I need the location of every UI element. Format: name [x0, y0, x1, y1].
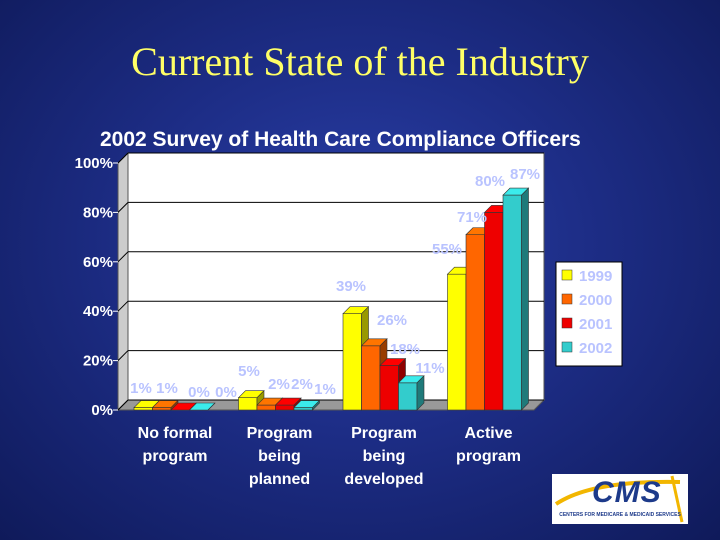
bar-side [416, 375, 425, 411]
y-tick-label: 40% [83, 303, 113, 320]
bar [398, 382, 418, 411]
chart-title: 2002 Survey of Health Care Compliance Of… [100, 128, 581, 151]
legend-label: 1999 [579, 268, 612, 285]
logo-swoosh-icon [554, 475, 684, 523]
data-label: 0% [188, 384, 210, 401]
gridline-side [117, 350, 129, 361]
data-label: 5% [238, 363, 260, 380]
category-label: being [258, 448, 301, 465]
bar [484, 212, 504, 411]
bar [379, 365, 399, 411]
data-label: 1% [130, 380, 152, 397]
category-label: program [456, 448, 521, 465]
bar [361, 345, 381, 411]
data-label: 2% [268, 376, 290, 393]
data-label: 71% [457, 209, 487, 226]
bar [256, 404, 276, 411]
category-label: Program [247, 425, 313, 442]
y-tick-label: 20% [83, 353, 113, 370]
bar [447, 273, 467, 411]
data-label: 11% [415, 360, 444, 377]
bar-side [312, 399, 320, 411]
gridline-side [117, 202, 129, 213]
legend-swatch [561, 269, 573, 281]
data-label: 0% [215, 384, 237, 401]
data-label: 1% [314, 381, 336, 398]
category-label: planned [249, 471, 310, 488]
gridline-side [117, 399, 129, 411]
bar [238, 397, 258, 411]
legend-label: 2000 [579, 292, 612, 309]
slide-title: Current State of the Industry [131, 39, 589, 84]
legend-swatch [561, 341, 573, 353]
category-label: program [143, 448, 208, 465]
data-label: 80% [475, 173, 505, 190]
legend-label: 2001 [579, 316, 612, 333]
category-label: Active [464, 425, 512, 442]
bar [502, 194, 522, 411]
category-label: being [363, 448, 406, 465]
bar [133, 407, 153, 411]
gridline-side [117, 300, 129, 312]
bar [293, 407, 313, 411]
logo-text: CMS [592, 476, 662, 509]
category-label: Program [351, 425, 417, 442]
y-tick-label: 0% [91, 402, 113, 419]
bar [342, 313, 362, 411]
bar [465, 234, 485, 411]
y-tick-label: 100% [75, 155, 113, 172]
bar-side [207, 402, 216, 411]
bar [275, 404, 295, 411]
category-label: developed [344, 471, 423, 488]
bar-side [521, 187, 529, 411]
bar [152, 407, 172, 411]
data-label: 26% [377, 312, 407, 329]
gridline-side [117, 152, 129, 164]
data-label: 1% [156, 380, 178, 397]
logo-subtext: CENTERS FOR MEDICARE & MEDICAID SERVICES [559, 512, 681, 518]
data-label: 18% [390, 341, 420, 358]
data-label: 87% [510, 166, 540, 183]
legend-swatch [561, 317, 573, 329]
legend-label: 2002 [579, 340, 612, 357]
category-label: No formal [138, 425, 213, 442]
data-label: 2% [291, 376, 313, 393]
cms-logo: CMS CENTERS FOR MEDICARE & MEDICAID SERV… [552, 474, 688, 524]
y-tick-label: 60% [83, 254, 113, 271]
y-tick-label: 80% [83, 204, 113, 221]
data-label: 55% [432, 241, 462, 258]
gridline-side [117, 251, 129, 263]
chart-side-wall [117, 151, 129, 412]
legend-swatch [561, 293, 573, 305]
data-label: 39% [336, 278, 366, 295]
